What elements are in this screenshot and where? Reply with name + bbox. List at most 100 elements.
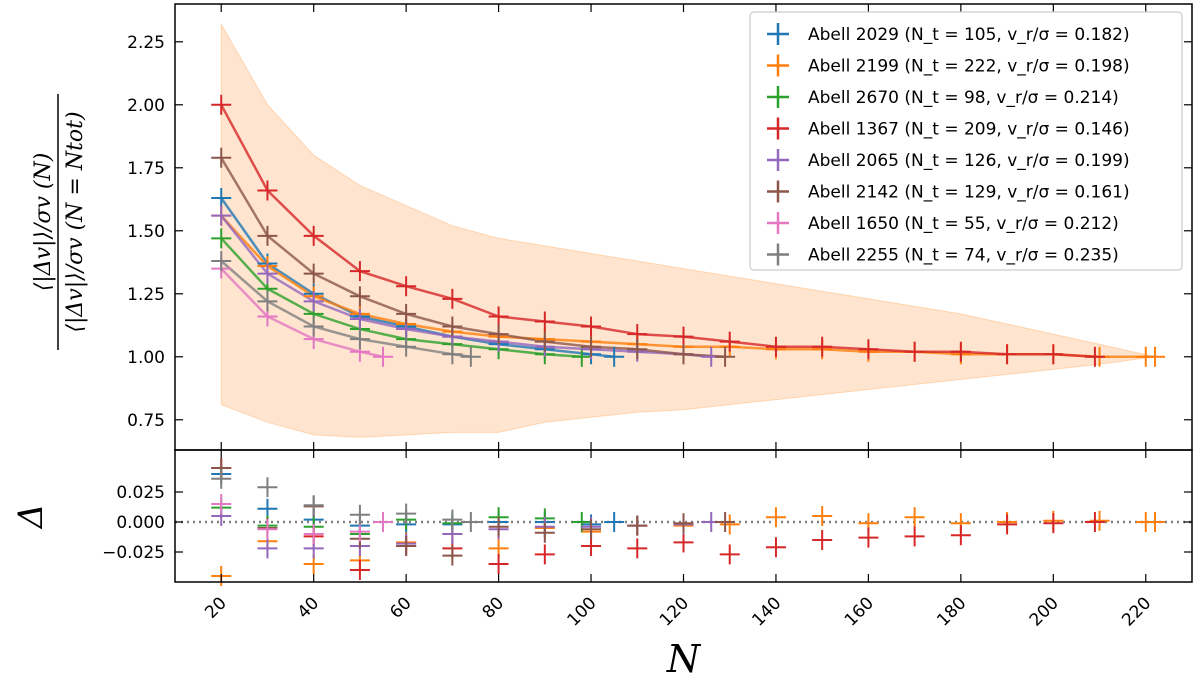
y-tick-label: 0.025 — [116, 483, 165, 503]
data-point — [858, 339, 879, 360]
data-point — [604, 346, 625, 367]
residual-panel — [174, 449, 1193, 586]
residual-point — [534, 522, 555, 543]
legend-label: Abell 1367 (N_t = 209, v_r/σ = 0.146) — [808, 120, 1130, 140]
x-tick-label: 200 — [1026, 593, 1063, 630]
y-tick-label: 1.00 — [127, 348, 165, 368]
data-point — [396, 276, 417, 297]
residual-point — [1043, 513, 1064, 534]
data-point — [488, 324, 509, 345]
residual-point — [950, 525, 971, 546]
y-tick-label: 1.50 — [127, 222, 165, 242]
data-point — [349, 286, 370, 307]
data-point — [303, 291, 324, 312]
y-tick-label: 1.25 — [127, 285, 165, 305]
residual-point — [715, 512, 736, 532]
data-point — [581, 336, 602, 357]
legend-item: Abell 1650 (N_t = 55, v_r/σ = 0.212) — [767, 212, 1119, 234]
data-point — [1043, 344, 1064, 365]
residual-point — [627, 538, 648, 559]
x-tick-label: 140 — [748, 593, 785, 630]
data-point — [812, 336, 833, 357]
residual-point — [812, 506, 833, 526]
data-point — [373, 346, 394, 367]
data-point — [460, 346, 481, 367]
data-point — [673, 326, 694, 347]
data-point — [442, 288, 463, 309]
x-tick-label: 220 — [1118, 593, 1155, 630]
legend-label: Abell 2670 (N_t = 98, v_r/σ = 0.214) — [808, 88, 1119, 108]
data-point — [211, 147, 232, 168]
residual-point — [997, 514, 1018, 535]
legend-label: Abell 2029 (N_t = 105, v_r/σ = 0.182) — [808, 25, 1130, 45]
data-point — [396, 303, 417, 324]
data-point — [627, 339, 648, 360]
residual-point — [349, 504, 370, 525]
y-tick-label: 0.75 — [127, 411, 165, 431]
data-point — [303, 316, 324, 337]
y-tick-label: 2.25 — [127, 33, 165, 53]
residual-point — [812, 530, 833, 550]
data-point — [904, 341, 925, 362]
residual-point — [581, 519, 602, 540]
data-point — [257, 263, 278, 284]
legend-item: Abell 2065 (N_t = 126, v_r/σ = 0.199) — [767, 149, 1130, 171]
residual-point — [719, 544, 740, 565]
legend-item: Abell 2199 (N_t = 222, v_r/σ = 0.198) — [767, 54, 1130, 77]
residual-point — [673, 513, 694, 534]
residual-point — [211, 468, 232, 489]
data-point — [211, 188, 232, 209]
residual-point — [303, 495, 324, 516]
residual-point — [257, 477, 278, 498]
data-point — [349, 329, 370, 350]
legend-box — [749, 11, 1183, 271]
y-tick-label: −0.025 — [102, 543, 165, 563]
residual-point — [303, 524, 324, 544]
residual-point — [460, 512, 481, 532]
series-line-0 — [220, 197, 615, 359]
data-point — [303, 263, 324, 284]
residual-point — [534, 544, 555, 565]
legend-item: Abell 1367 (N_t = 209, v_r/σ = 0.146) — [767, 117, 1130, 140]
residual-point — [349, 521, 370, 542]
data-point — [997, 344, 1018, 365]
residual-point — [1089, 510, 1110, 531]
data-point — [349, 261, 370, 282]
data-point — [396, 336, 417, 357]
residual-point — [349, 560, 370, 580]
residual-point — [488, 554, 509, 574]
data-point — [673, 344, 694, 365]
data-point — [349, 308, 370, 329]
x-tick-label: 120 — [656, 593, 693, 630]
data-point — [534, 331, 555, 352]
y-axis-label-denominator: ⟨|Δv|⟩/σv (N = Ntot) — [63, 111, 88, 332]
y-tick-label: 0.000 — [116, 513, 165, 533]
x-tick-label: 40 — [294, 593, 323, 622]
legend-item: Abell 2142 (N_t = 129, v_r/σ = 0.161) — [767, 180, 1130, 203]
residual-point — [1145, 512, 1166, 532]
data-point — [211, 251, 232, 272]
x-tick-label: 100 — [563, 593, 600, 630]
data-point — [442, 316, 463, 337]
x-tick-label: 60 — [386, 593, 415, 622]
residual-point — [581, 536, 602, 556]
residual-point — [396, 503, 417, 524]
residual-point — [858, 527, 879, 548]
residual-point — [719, 514, 740, 535]
x-tick-label: 160 — [841, 593, 878, 630]
legend-label: Abell 2199 (N_t = 222, v_r/σ = 0.198) — [808, 57, 1130, 77]
data-point — [1145, 346, 1166, 367]
confidence-band — [220, 22, 1156, 438]
x-tick-label: 80 — [479, 593, 508, 622]
data-point — [442, 344, 463, 365]
data-point — [719, 331, 740, 352]
legend-label: Abell 2255 (N_t = 74, v_r/σ = 0.235) — [808, 246, 1119, 266]
residual-point — [396, 536, 417, 556]
y-axis-label-numerator: ⟨|Δv|⟩/σv (N) — [31, 153, 56, 292]
residual-point — [604, 512, 625, 532]
residual-point — [627, 515, 648, 536]
legend-item: Abell 2670 (N_t = 98, v_r/σ = 0.214) — [767, 86, 1119, 108]
data-point — [257, 225, 278, 246]
x-axis-label: N — [666, 637, 702, 680]
